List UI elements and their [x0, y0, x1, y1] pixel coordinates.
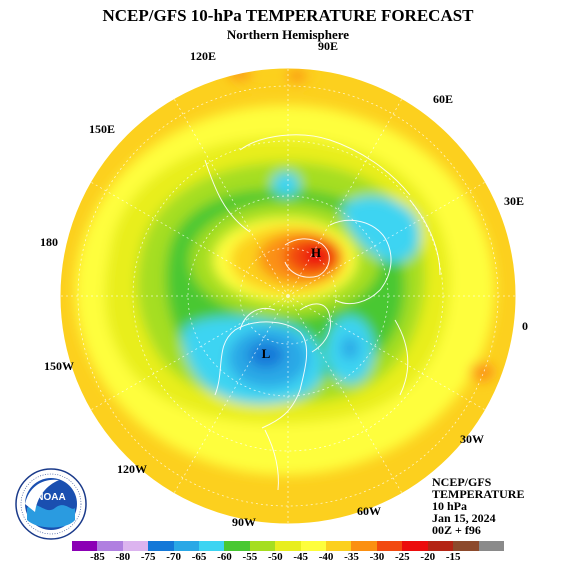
colorbar-swatch: [173, 541, 200, 551]
colorbar-swatch: [148, 541, 174, 551]
colorbar-label: -80: [115, 551, 131, 563]
noaa-logo-text: NOAA: [36, 492, 65, 503]
lon-label-150w: 150W: [44, 359, 74, 373]
page-title: NCEP/GFS 10-hPa TEMPERATURE FORECAST: [102, 6, 474, 25]
colorbar-labels: -85 -80 -75 -70 -65 -60 -55 -50 -45 -40 -35 -30 -25-…: [72, 551, 504, 565]
info-date: Jan 15, 2024: [432, 511, 496, 525]
colorbar-label: -65: [191, 551, 207, 563]
colorbar-swatch: [300, 541, 327, 551]
low-marker: L: [262, 346, 271, 361]
temperature-colorbar: [72, 541, 504, 551]
lon-label-30w: 30W: [460, 432, 484, 446]
coastlines: [204, 134, 441, 491]
colorbar-swatch: [199, 541, 225, 551]
info-model: NCEP/GFS: [432, 475, 492, 489]
lon-label-60e: 60E: [433, 92, 454, 106]
forecast-info: NCEP/GFS TEMPERATURE 10 hPa Jan 15, 2024…: [432, 476, 524, 536]
colorbar-label: -70: [166, 551, 181, 563]
temperature-contour-fill: [75, 68, 495, 475]
colorbar-label: -55: [242, 551, 258, 563]
colorbar-swatch: [72, 541, 98, 551]
lon-label-60w: 60W: [357, 504, 381, 518]
colorbar-label: -35: [344, 551, 359, 563]
noaa-logo: NOAA: [15, 468, 87, 540]
colorbar-swatch: [122, 541, 149, 551]
colorbar-swatch: [326, 541, 352, 551]
colorbar-label: -30: [369, 551, 385, 563]
colorbar-swatch: [97, 541, 123, 551]
lon-label-180: 180: [40, 235, 58, 249]
lon-label-90w: 90W: [232, 515, 256, 529]
colorbar-swatch: [249, 541, 276, 551]
lon-label-120e: 120E: [190, 49, 217, 63]
info-run: 00Z + f96: [432, 523, 481, 537]
info-level: 10 hPa: [432, 499, 468, 513]
colorbar-swatch: [478, 541, 504, 551]
colorbar-swatch: [453, 541, 479, 551]
high-marker: H: [311, 245, 321, 260]
lon-label-150e: 150E: [89, 122, 116, 136]
lon-label-0: 0: [522, 319, 528, 333]
colorbar-swatch: [224, 541, 250, 551]
info-field: TEMPERATURE: [432, 487, 525, 501]
colorbar-label: -20: [420, 551, 436, 563]
colorbar-label: -40: [318, 551, 334, 563]
colorbar-label: -25: [395, 551, 410, 563]
colorbar-swatch: [427, 541, 454, 551]
map-border: [59, 67, 517, 525]
colorbar-label: -50: [267, 551, 283, 563]
lon-label-120w: 120W: [117, 462, 147, 476]
colorbar-label: -15: [445, 551, 461, 563]
graticule: [60, 68, 516, 524]
colorbar-swatch: [402, 541, 428, 551]
colorbar-swatch: [275, 541, 301, 551]
colorbar-label: -75: [140, 551, 156, 563]
page-subtitle: Northern Hemisphere: [226, 27, 350, 42]
colorbar-label: -60: [217, 551, 232, 563]
colorbar-swatch: [351, 541, 377, 551]
lon-label-90e: 90E: [318, 39, 339, 53]
lon-label-30e: 30E: [504, 194, 525, 208]
colorbar-label: -45: [293, 551, 309, 563]
colorbar-swatch: [376, 541, 403, 551]
colorbar-label: -85: [90, 551, 105, 563]
